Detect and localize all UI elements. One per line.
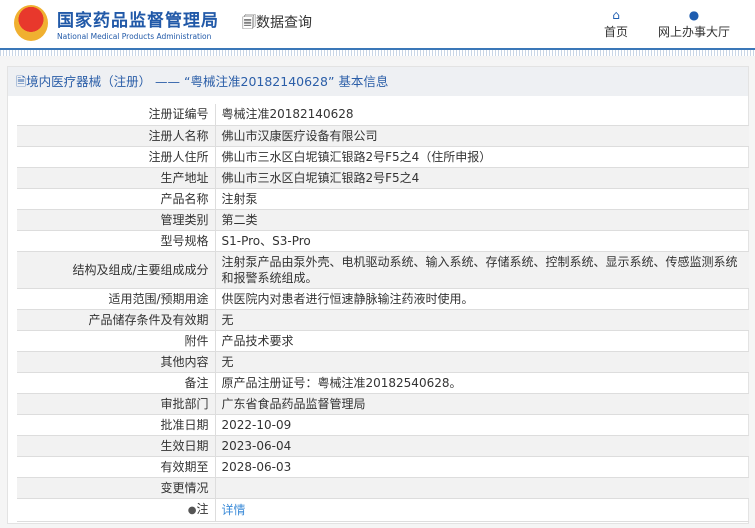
table-row: 注册证编号 粤械注准20182140628	[17, 104, 749, 126]
table-row: 型号规格 S1-Pro、S3-Pro	[17, 230, 749, 252]
table-row: 批准日期 2022-10-09	[17, 414, 749, 436]
nav-home-label: 首页	[604, 25, 629, 39]
table-row: 审批部门 广东省食品药品监督管理局	[17, 393, 749, 415]
home-icon: ⌂	[612, 8, 620, 22]
panel-title: 境内医疗器械（注册） —— “粤械注准20182140628” 基本信息	[26, 74, 389, 89]
table-row: 注册人名称 佛山市汉康医疗设备有限公司	[17, 125, 749, 147]
field-label-text: 批准日期	[160, 417, 209, 432]
table-row: 其他内容无	[17, 351, 749, 373]
data-query-link[interactable]: 🗐数据查询	[242, 12, 312, 36]
table-row: 有效期至 2028-06-03	[17, 456, 749, 478]
field-label: 注册人名称	[17, 125, 216, 147]
site-logo[interactable]: 国家药品监督管理局 National Medical Products Admi…	[57, 6, 219, 41]
field-value: 2023-06-04	[215, 435, 749, 457]
site-subtitle: National Medical Products Administration	[57, 32, 212, 41]
field-value: 广东省食品药品监督管理局	[215, 393, 749, 415]
field-label: 其他内容	[17, 351, 216, 373]
field-label-text: 审批部门	[160, 396, 209, 411]
field-label-text: 变更情况	[160, 480, 209, 495]
field-value: 2022-10-09	[215, 414, 749, 436]
field-label: 产品名称	[17, 188, 216, 210]
field-value: 佛山市三水区白坭镇汇银路2号F5之4	[215, 167, 749, 189]
field-label: 审批部门	[17, 393, 216, 415]
field-value: 第二类	[215, 209, 749, 231]
table-row: 备注 原产品注册证号：粤械注准20182540628。	[17, 372, 749, 394]
field-label-text: 型号规格	[160, 233, 209, 248]
field-label-text: 注册证编号	[148, 107, 209, 122]
table-row: 附件 产品技术要求	[17, 330, 749, 352]
field-value: 产品技术要求	[215, 330, 749, 352]
table-row: 适用范围/预期用途 供医院内对患者进行恒速静脉输注药液时使用。	[17, 288, 749, 310]
field-value: 粤械注准20182140628	[215, 104, 749, 126]
site-title: 国家药品监督管理局	[57, 11, 219, 31]
field-label-text: 生效日期	[160, 438, 209, 453]
field-label: 生效日期	[17, 435, 216, 457]
field-label: 型号规格	[17, 230, 216, 252]
field-label-text: 有效期至	[160, 459, 209, 474]
lightbulb-icon: ●	[187, 504, 197, 516]
field-value: 无	[215, 351, 749, 373]
nav-online-service-label: 网上办事大厅	[658, 25, 731, 39]
table-row: 生效日期 2023-06-04	[17, 435, 749, 457]
field-label-text: 其他内容	[160, 354, 209, 369]
field-value: S1-Pro、S3-Pro	[215, 230, 749, 252]
field-label: 管理类别	[17, 209, 216, 231]
table-row: 生产地址 佛山市三水区白坭镇汇银路2号F5之4	[17, 167, 749, 189]
field-value: 佛山市三水区白坭镇汇银路2号F5之4（住所申报）	[215, 146, 749, 168]
field-label-text: 生产地址	[160, 170, 209, 185]
field-value: 2028-06-03	[215, 456, 749, 478]
table-row: 产品名称 注射泵	[17, 188, 749, 210]
field-label-text: 备注	[184, 375, 209, 390]
field-label-text: 适用范围/预期用途	[108, 291, 209, 306]
document-search-icon: 🗐	[242, 15, 256, 31]
field-value: 无	[215, 309, 749, 331]
field-label-text: 注	[196, 501, 209, 516]
field-value: 原产品注册证号：粤械注准20182540628。	[215, 372, 749, 394]
table-row: 注册人住所 佛山市三水区白坭镇汇银路2号F5之4（住所申报）	[17, 146, 749, 168]
field-value: 供医院内对患者进行恒速静脉输注药液时使用。	[215, 288, 749, 310]
table-row: 产品储存条件及有效期无	[17, 309, 749, 331]
field-label: 适用范围/预期用途	[17, 288, 216, 310]
field-label: ●注	[17, 498, 216, 522]
detail-panel: 🗎境内医疗器械（注册） —— “粤械注准20182140628” 基本信息 注册…	[7, 66, 749, 524]
field-label: 结构及组成/主要组成成分	[17, 251, 216, 289]
divider	[0, 50, 755, 56]
nav-home[interactable]: ⌂ 首页	[604, 7, 628, 40]
field-label-text: 结构及组成/主要组成成分	[72, 262, 209, 277]
table-row: 结构及组成/主要组成成分 注射泵产品由泵外壳、电机驱动系统、输入系统、存储系统、控…	[17, 251, 749, 289]
field-label: 生产地址	[17, 167, 216, 189]
table-row: 变更情况	[17, 477, 749, 499]
details-link[interactable]: 详情	[221, 502, 246, 517]
document-icon: 🗎	[16, 74, 27, 89]
field-value: 佛山市汉康医疗设备有限公司	[215, 125, 749, 147]
table-row: 管理类别 第二类	[17, 209, 749, 231]
site-header: 国家药品监督管理局 National Medical Products Admi…	[0, 0, 755, 50]
table-row: ●注 详情	[17, 498, 749, 522]
field-label-text: 注册人名称	[148, 128, 209, 143]
field-label: 批准日期	[17, 414, 216, 436]
field-label-text: 管理类别	[160, 212, 209, 227]
detail-table: 注册证编号 粤械注准20182140628 注册人名称 佛山市汉康医疗设备有限公司 注册…	[17, 104, 749, 522]
field-value	[215, 477, 749, 499]
nav-online-service[interactable]: ● 网上办事大厅	[658, 7, 730, 40]
national-emblem-logo	[14, 5, 48, 41]
field-label: 有效期至	[17, 456, 216, 478]
field-label-text: 产品储存条件及有效期	[88, 312, 209, 327]
field-label: 备注	[17, 372, 216, 394]
field-label: 注册证编号	[17, 104, 216, 126]
data-query-label: 数据查询	[256, 15, 312, 31]
field-label-text: 注册人住所	[148, 149, 209, 164]
panel-header: 🗎境内医疗器械（注册） —— “粤械注准20182140628” 基本信息	[8, 67, 748, 96]
field-label-text: 产品名称	[160, 191, 209, 206]
field-label-text: 附件	[184, 333, 209, 348]
field-value: 注射泵	[215, 188, 749, 210]
field-value: 详情	[215, 498, 749, 522]
field-label: 变更情况	[17, 477, 216, 499]
field-value: 注射泵产品由泵外壳、电机驱动系统、输入系统、存储系统、控制系统、显示系统、传感监…	[215, 251, 749, 289]
field-label: 产品储存条件及有效期	[17, 309, 216, 331]
field-label: 附件	[17, 330, 216, 352]
user-icon: ●	[688, 8, 700, 22]
field-label: 注册人住所	[17, 146, 216, 168]
